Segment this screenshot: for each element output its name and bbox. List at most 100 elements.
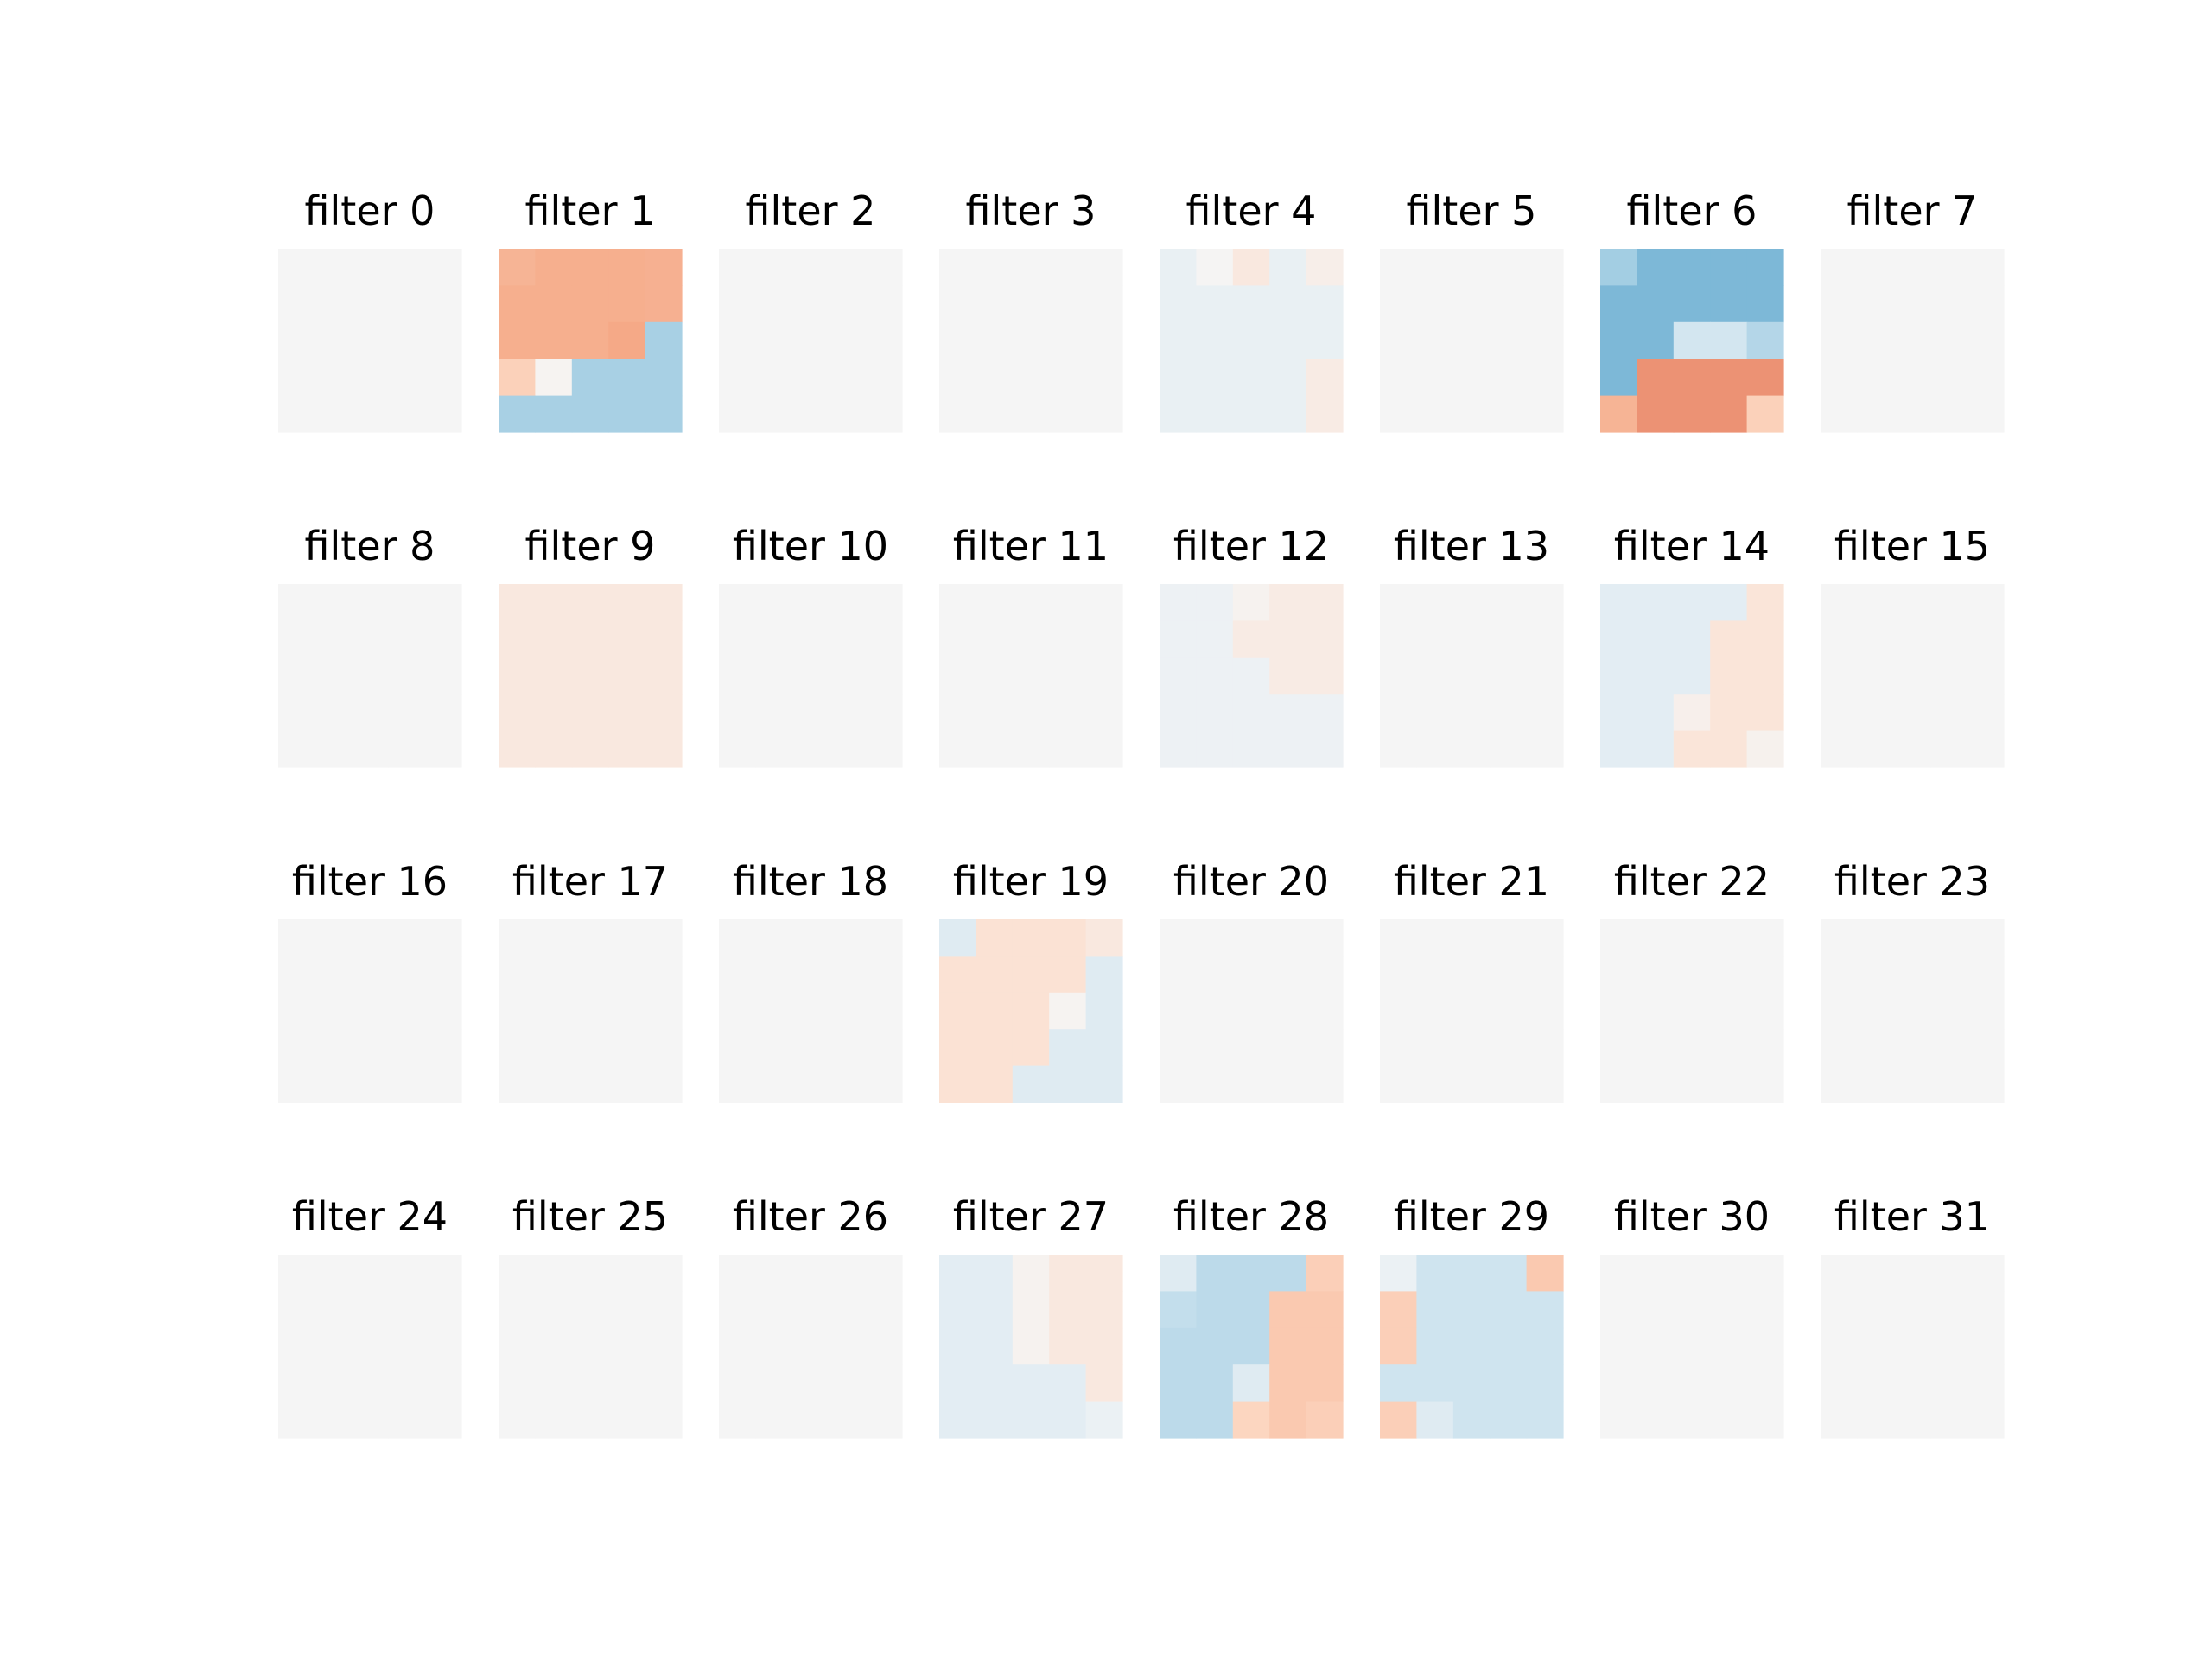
heatmap-cell [645, 321, 683, 359]
heatmap-cell [1452, 657, 1491, 695]
heatmap-cell [1673, 1327, 1711, 1365]
heatmap-cell [424, 249, 462, 286]
heatmap-cell [829, 321, 867, 359]
heatmap-cell [499, 584, 536, 621]
heatmap-cell [1490, 657, 1528, 695]
heatmap-cell [1196, 321, 1234, 359]
heatmap-cell [939, 1255, 976, 1292]
heatmap-cell [1196, 730, 1234, 768]
heatmap-cell [535, 359, 573, 397]
heatmap-cell [571, 657, 609, 695]
heatmap-cell [571, 730, 609, 768]
heatmap-cell [315, 285, 353, 323]
heatmap-cell [1637, 584, 1675, 621]
heatmap-cell [315, 584, 353, 621]
heatmap-cell [535, 395, 573, 433]
heatmap-cell [1710, 285, 1748, 323]
heatmap-cell [1160, 1029, 1197, 1067]
heatmap-cell [424, 1327, 462, 1365]
heatmap-cell [645, 1327, 683, 1365]
heatmap-cell [1380, 321, 1417, 359]
heatmap-cell [1452, 359, 1491, 397]
heatmap-cell [315, 730, 353, 768]
heatmap-cell [1673, 1364, 1711, 1402]
heatmap-cell [278, 395, 315, 433]
heatmap-cell [791, 919, 830, 957]
heatmap-cell [499, 919, 536, 957]
heatmap-cell [1821, 1327, 1858, 1365]
heatmap-cell [1196, 1401, 1234, 1439]
heatmap-cell [1306, 1364, 1344, 1402]
heatmap-cell [1930, 1065, 1968, 1103]
heatmap-cell [1967, 919, 2005, 957]
heatmap-cell [1857, 285, 1895, 323]
heatmap-cell [1746, 249, 1784, 286]
heatmap-cell [1893, 620, 1931, 658]
heatmap-cell [1967, 730, 2005, 768]
heatmap-cell [351, 956, 389, 994]
panel-title: filter 9 [525, 523, 656, 569]
heatmap-cell [791, 1291, 830, 1329]
heatmap-cell [1600, 1255, 1637, 1292]
heatmap-cell [1746, 321, 1784, 359]
heatmap-cell [1526, 730, 1564, 768]
heatmap-cell [1821, 1255, 1858, 1292]
heatmap-cell [571, 1364, 609, 1402]
heatmap-cell [719, 321, 756, 359]
heatmap-cell [1160, 285, 1197, 323]
heatmap-cell [1085, 620, 1123, 658]
heatmap-cell [865, 1401, 903, 1439]
heatmap-cell [1526, 694, 1564, 732]
heatmap-cell [1967, 285, 2005, 323]
heatmap-cell [645, 956, 683, 994]
heatmap-cell [829, 1291, 867, 1329]
heatmap-cell [1821, 1401, 1858, 1439]
heatmap-cell [1930, 657, 1968, 695]
heatmap-cell [1049, 249, 1087, 286]
heatmap-cell [829, 1327, 867, 1365]
heatmap-cell [1160, 584, 1197, 621]
filter-panel: filter 18 [719, 858, 903, 1103]
heatmap-cell [865, 694, 903, 732]
heatmap-cell [865, 321, 903, 359]
filter-panel: filter 4 [1160, 188, 1344, 433]
heatmap-cell [424, 1291, 462, 1329]
heatmap-cell [976, 359, 1014, 397]
filter-panel: filter 2 [719, 188, 903, 433]
heatmap-cell [1380, 584, 1417, 621]
heatmap-cell [1600, 956, 1637, 994]
heatmap-cell [1893, 584, 1931, 621]
heatmap-cell [1012, 359, 1050, 397]
heatmap-cell [755, 1401, 793, 1439]
heatmap-cell [755, 992, 793, 1030]
heatmap-cell [1637, 285, 1675, 323]
heatmap-cell [1085, 249, 1123, 286]
heatmap-cell [1710, 249, 1748, 286]
panel-title: filter 15 [1834, 523, 1990, 569]
heatmap-cell [829, 620, 867, 658]
heatmap-cell [829, 657, 867, 695]
heatmap-cell [1930, 1327, 1968, 1365]
heatmap-cell [1232, 919, 1270, 957]
panel-title: filter 1 [525, 188, 656, 234]
heatmap-cell [1746, 285, 1784, 323]
heatmap-cell [791, 1364, 830, 1402]
heatmap-cell [388, 1255, 426, 1292]
heatmap-cell [535, 584, 573, 621]
heatmap-cell [719, 1401, 756, 1439]
heatmap-cell [1821, 657, 1858, 695]
heatmap-cell [1049, 1029, 1087, 1067]
heatmap-cell [645, 1255, 683, 1292]
heatmap-cell [608, 992, 646, 1030]
heatmap-cell [1452, 730, 1491, 768]
heatmap-cell [1600, 657, 1637, 695]
heatmap-cell [1160, 620, 1197, 658]
heatmap-cell [1637, 321, 1675, 359]
heatmap-cell [1306, 956, 1344, 994]
heatmap-cell [939, 1065, 976, 1103]
heatmap-cell [1196, 620, 1234, 658]
heatmap-cell [499, 1291, 536, 1329]
panel-title: filter 5 [1407, 188, 1537, 234]
heatmap-cell [976, 321, 1014, 359]
heatmap-cell [719, 1364, 756, 1402]
